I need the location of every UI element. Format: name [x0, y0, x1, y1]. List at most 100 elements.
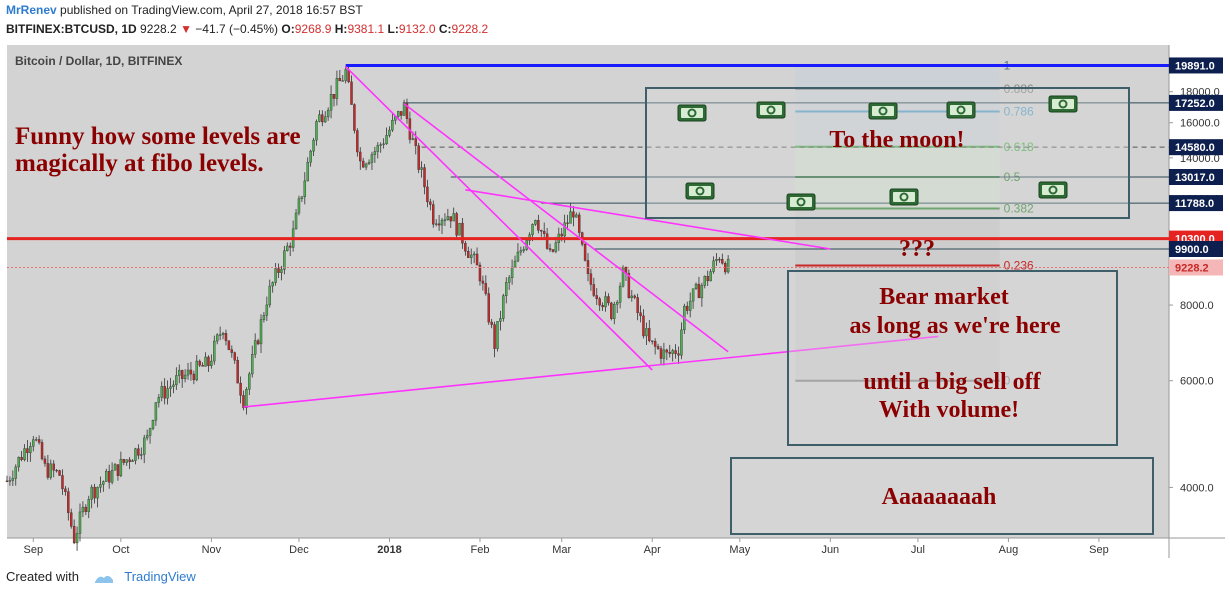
- candle-up: [318, 114, 321, 122]
- candle-up: [78, 511, 82, 534]
- fib-level-label: 0.382: [1004, 201, 1034, 215]
- price-label-box: [1169, 259, 1223, 276]
- price-label-text: 17252.0: [1175, 98, 1215, 110]
- candle-down: [180, 370, 184, 379]
- candle-up: [29, 446, 32, 454]
- candle-up: [335, 78, 339, 99]
- candle-up: [113, 464, 117, 471]
- price-label-box: [1169, 169, 1223, 186]
- candle-up: [326, 109, 330, 118]
- close-label: C:: [438, 22, 452, 36]
- x-tick-label: Oct: [112, 544, 129, 556]
- candle-up: [645, 328, 648, 337]
- candle-up: [391, 120, 394, 131]
- fib-level-label: 0.786: [1004, 104, 1034, 118]
- candle-down: [43, 458, 47, 464]
- candle-up: [569, 211, 572, 224]
- candle-down: [347, 69, 350, 83]
- candle-down: [467, 251, 470, 258]
- candle-up: [379, 144, 382, 146]
- y-tick-label: 6000.0: [1180, 376, 1214, 388]
- candle-up: [195, 360, 198, 381]
- candle-down: [426, 186, 429, 203]
- candle-down: [718, 259, 721, 261]
- candle-up: [397, 111, 400, 117]
- candle-up: [382, 143, 385, 145]
- candle-up: [253, 340, 257, 355]
- candle-up: [262, 315, 266, 320]
- candle-up: [221, 333, 225, 335]
- price-label-box: [1169, 241, 1223, 258]
- symbol-label: BITFINEX:BTCUSD, 1D: [6, 22, 137, 36]
- candle-up: [248, 373, 251, 390]
- candle-down: [5, 480, 9, 482]
- author-name[interactable]: MrRenev: [6, 3, 57, 17]
- candle-up: [434, 223, 438, 225]
- candle-up: [554, 242, 558, 252]
- candle-up: [96, 487, 99, 499]
- footer: Created with TradingView: [6, 569, 196, 584]
- candle-up: [472, 253, 476, 256]
- candle-down: [432, 204, 435, 225]
- candle-up: [709, 271, 712, 282]
- candle-up: [140, 454, 143, 456]
- candle-up: [691, 288, 695, 302]
- x-tick-label: 2018: [377, 544, 401, 556]
- candle-up: [329, 94, 333, 111]
- candle-down: [607, 296, 610, 304]
- candle-up: [297, 198, 301, 214]
- tradingview-link[interactable]: TradingView: [124, 569, 196, 584]
- candle-down: [461, 222, 464, 244]
- candle-up: [160, 386, 163, 398]
- candle-up: [364, 163, 368, 168]
- candle-down: [64, 488, 67, 492]
- annotation-bear-2: as long as we're here: [849, 313, 1060, 339]
- candle-up: [215, 334, 219, 342]
- candle-down: [566, 222, 569, 224]
- candle-up: [300, 196, 304, 199]
- bear-market-box: [787, 270, 1118, 446]
- candle-down: [653, 341, 657, 347]
- candle-up: [265, 304, 269, 316]
- candle-up: [688, 300, 692, 311]
- dollar-bill-icon: [868, 102, 898, 120]
- candle-up: [303, 180, 307, 197]
- candle-up: [259, 319, 263, 345]
- candle-up: [274, 268, 277, 283]
- candle-up: [367, 162, 371, 165]
- candle-up: [522, 249, 525, 251]
- candle-up: [513, 260, 517, 268]
- candle-up: [618, 285, 622, 303]
- open-value: 9268.9: [294, 22, 332, 36]
- candle-down: [490, 321, 493, 325]
- candle-down: [72, 526, 76, 544]
- candle-up: [119, 459, 123, 476]
- candle-up: [507, 277, 511, 283]
- candle-up: [75, 533, 79, 544]
- candle-up: [34, 439, 38, 441]
- candle-up: [726, 258, 730, 273]
- price-label-text: 13017.0: [1175, 172, 1215, 184]
- candle-down: [189, 369, 193, 375]
- candle-up: [373, 151, 377, 155]
- candle-down: [414, 138, 417, 146]
- candle-down: [52, 463, 55, 471]
- candle-up: [183, 374, 187, 379]
- candle-up: [575, 214, 578, 218]
- candle-down: [338, 78, 342, 82]
- price-label-text: 19891.0: [1175, 60, 1215, 72]
- candle-down: [192, 373, 196, 381]
- candle-up: [309, 150, 312, 163]
- candle-up: [496, 321, 499, 349]
- candle-down: [598, 298, 601, 306]
- annotation-bear-1: Bear market: [879, 284, 1009, 310]
- candle-up: [458, 222, 461, 236]
- candle-down: [429, 201, 432, 205]
- x-tick-label: Apr: [644, 544, 661, 556]
- candle-down: [321, 114, 324, 123]
- candle-up: [102, 481, 105, 485]
- candle-up: [385, 135, 388, 145]
- candle-up: [370, 154, 374, 163]
- candle-up: [630, 295, 634, 298]
